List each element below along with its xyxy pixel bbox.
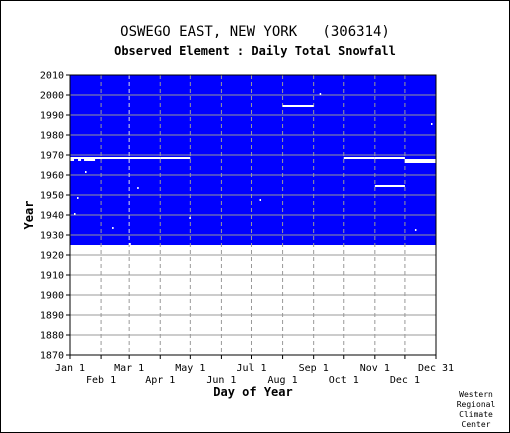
x-tick-label: Oct 1 (329, 375, 359, 386)
x-tick-label: Dec 1 (390, 375, 420, 386)
missing-segment (70, 157, 161, 159)
y-tick-label: 1930 (40, 231, 64, 242)
missing-segment (404, 159, 436, 161)
missing-day (85, 171, 87, 173)
x-tick-label: Mar 1 (114, 363, 144, 374)
missing-day (74, 213, 76, 215)
missing-day (129, 243, 131, 245)
y-tick-label: 1910 (40, 271, 64, 282)
missing-day (259, 199, 262, 201)
x-tick-label: Nov 1 (360, 363, 390, 374)
credit-line: Regional (456, 400, 496, 409)
chart-title: OSWEGO EAST, NEW YORK (306314) (120, 24, 390, 40)
x-tick-label: Feb 1 (86, 375, 116, 386)
tick-layer: 1870 1880 1890 1900 1910 1920 1930 1940 1950 1960… (40, 71, 454, 387)
grid-layer (69, 73, 437, 356)
y-tick-label: 1980 (40, 131, 64, 142)
y-tick-label: 1950 (40, 191, 64, 202)
missing-segment (404, 161, 436, 163)
chart-subtitle: Observed Element : Daily Total Snowfall (114, 44, 396, 58)
x-tick-label: Dec 31 (418, 363, 454, 374)
y-tick-label: 1920 (40, 251, 64, 262)
y-tick-label: 1880 (40, 331, 64, 342)
y-tick-label: 1890 (40, 311, 64, 322)
y-tick-label: 1870 (40, 351, 64, 362)
credit-line: Climate (459, 410, 493, 419)
missing-segment (343, 157, 375, 159)
y-tick-label: 1960 (40, 171, 64, 182)
y-tick-label: 1900 (40, 291, 64, 302)
missing-day (319, 93, 322, 95)
y-tick-label: 1970 (40, 151, 64, 162)
x-tick-label: Aug 1 (268, 375, 298, 386)
missing-segment (78, 159, 82, 161)
missing-segment (160, 157, 191, 159)
x-tick-label: Sep 1 (299, 363, 329, 374)
y-tick-label: 1940 (40, 211, 64, 222)
x-axis-label: Day of Year (213, 385, 292, 399)
missing-day (112, 227, 114, 229)
missing-segment (251, 73, 283, 75)
data-layer (70, 75, 436, 245)
credit-line: Western (459, 390, 493, 399)
x-tick-label: May 1 (175, 363, 205, 374)
missing-segment (282, 105, 314, 107)
x-tick-label: Jul 1 (236, 363, 266, 374)
y-tick-label: 2010 (40, 71, 64, 82)
missing-segment (70, 159, 75, 161)
x-tick-label: Apr 1 (145, 375, 175, 386)
missing-day (430, 123, 433, 125)
missing-segment (374, 185, 405, 187)
missing-day (414, 229, 417, 231)
y-axis-label: Year (22, 201, 36, 230)
x-tick-label: Jun 1 (206, 375, 236, 386)
credit-line: Center (461, 420, 491, 429)
x-tick-label: Jan 1 (55, 363, 85, 374)
y-tick-label: 2000 (40, 91, 64, 102)
y-tick-label: 1990 (40, 111, 64, 122)
missing-segment (84, 159, 96, 161)
missing-segment (374, 157, 405, 159)
wrcc-credit: Western Regional Climate Center (448, 390, 504, 430)
missing-day (77, 197, 79, 199)
missing-day (137, 187, 139, 189)
data-coverage-block (70, 75, 436, 245)
missing-day (189, 217, 191, 219)
